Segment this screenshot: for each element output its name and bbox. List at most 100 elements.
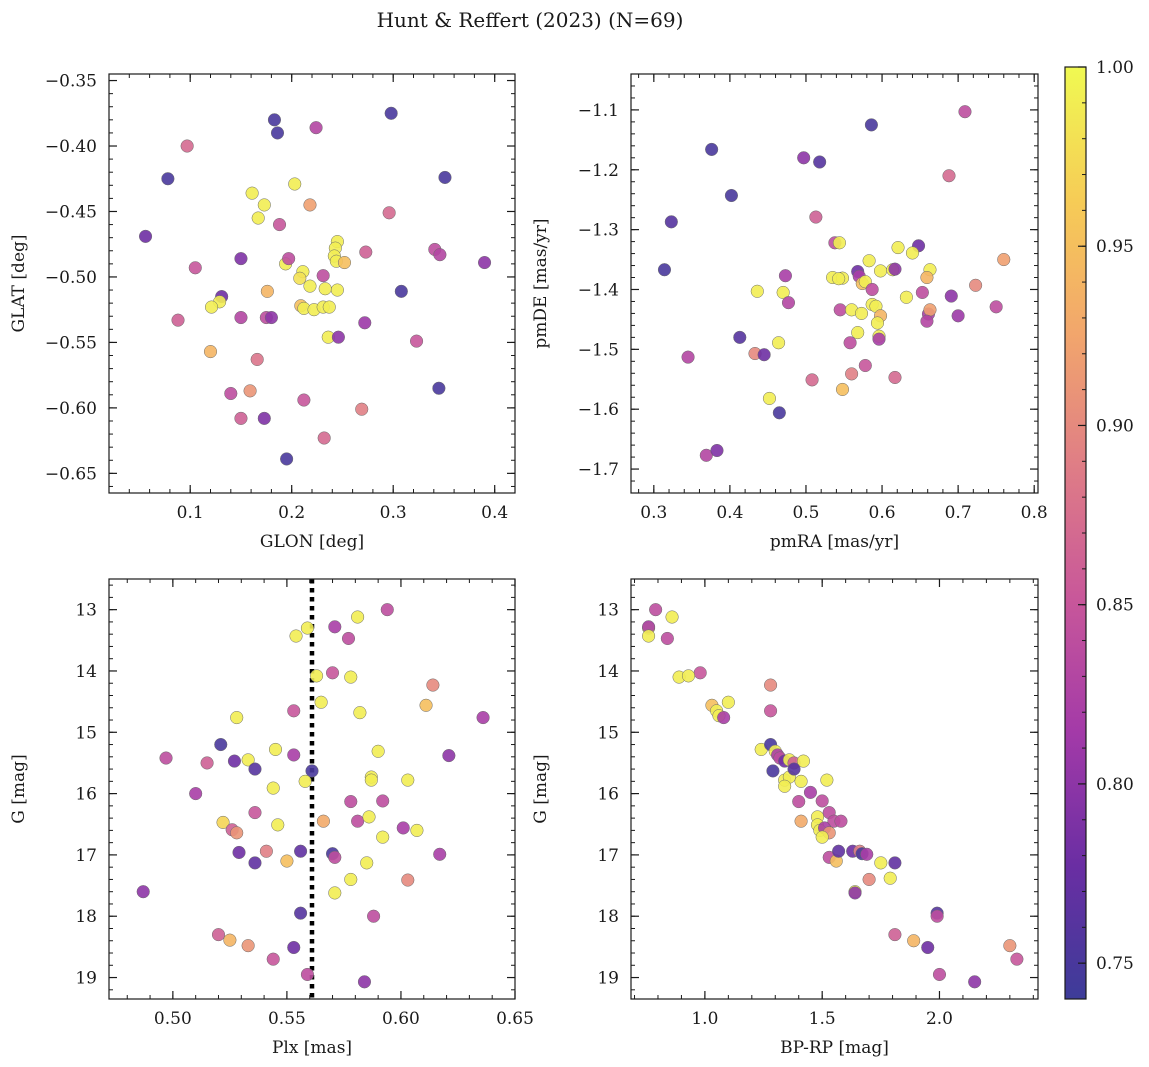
scatter-point	[958, 105, 972, 119]
scatter-point	[862, 254, 876, 268]
colorbar-tick-label: 0.80	[1096, 775, 1134, 795]
scatter-point	[762, 391, 777, 405]
scatter-point	[287, 748, 301, 762]
scatter-point	[794, 774, 808, 788]
scatter-point	[260, 284, 274, 298]
y-tick-label: −1.2	[578, 161, 619, 181]
scatter-point	[214, 737, 228, 752]
y-tick-label: −1.6	[578, 400, 619, 420]
colorbar-tick-label: 0.95	[1096, 237, 1134, 257]
scatter-point	[200, 756, 214, 770]
scatter-point	[251, 211, 265, 225]
scatter-point	[351, 814, 365, 828]
scatter-point	[138, 229, 153, 243]
y-tick-label: 18	[597, 907, 619, 927]
scatter-point	[294, 906, 308, 920]
scatter-point	[873, 264, 888, 278]
scatter-point	[257, 198, 271, 212]
scatter-point	[248, 856, 262, 870]
y-tick-label: 14	[597, 662, 619, 682]
x-tick-label: 2.0	[926, 1009, 953, 1029]
scatter-point	[665, 610, 679, 624]
colorbar-tick-label: 0.75	[1096, 954, 1134, 974]
panel-bottom-left: 0.50 0.55 0.60 0.65 13 14 15 16 17 18 19 Plx [mas] G…	[9, 578, 534, 1058]
scatter-point	[888, 370, 902, 385]
scatter-point	[367, 909, 381, 923]
scatter-point	[353, 706, 367, 720]
scatter-point	[316, 269, 330, 283]
scatter-point	[781, 296, 796, 310]
scatter-point	[309, 121, 323, 135]
scatter-point	[248, 806, 262, 820]
scatter-point	[809, 210, 823, 224]
y-tick-label: −0.35	[45, 72, 97, 92]
scatter-point	[376, 794, 390, 808]
x-tick-label: 0.50	[154, 1009, 192, 1029]
scatter-point	[815, 830, 829, 844]
scatter-point	[227, 754, 241, 768]
scatter-point	[271, 818, 285, 832]
scatter-point	[371, 744, 385, 758]
scatter-point	[216, 815, 230, 829]
scatter-point	[264, 310, 278, 325]
x-tick-label: 0.55	[268, 1009, 306, 1029]
scatter-point	[835, 382, 850, 396]
panel-top-left: 0.1 0.2 0.3 0.4 −0.35 −0.40 −0.45 −0.50 −0.55 −0.…	[9, 72, 516, 552]
y-tick-label: −1.4	[578, 280, 619, 300]
scatter-point	[764, 678, 778, 692]
scatter-point	[270, 126, 285, 140]
x-axis-label: BP-RP [mag]	[780, 1038, 889, 1058]
scatter-point	[300, 967, 314, 982]
scatter-point	[862, 872, 876, 886]
scatter-point	[905, 246, 920, 260]
y-tick-label: 19	[597, 969, 619, 989]
y-tick-label: 14	[75, 662, 97, 682]
scatter-point	[932, 967, 947, 982]
scatter-point	[189, 787, 203, 801]
scatter-point	[942, 169, 956, 183]
scatter-point	[923, 303, 937, 317]
y-tick-label: −0.55	[45, 333, 97, 353]
scatter-point	[232, 845, 246, 860]
scatter-point	[989, 300, 1003, 314]
scatter-point	[293, 271, 307, 285]
scatter-point	[1010, 952, 1024, 966]
scatter-point	[294, 844, 308, 858]
scatter-point	[888, 928, 902, 942]
scatter-point	[234, 252, 248, 266]
y-axis-label: GLAT [deg]	[9, 234, 29, 332]
scatter-point	[920, 270, 934, 285]
scatter-point	[797, 151, 811, 165]
scatter-point	[331, 330, 345, 344]
scatter-point	[241, 753, 255, 767]
panel-top-right: 0.3 0.4 0.5 0.6 0.7 0.8 −1.1 −1.2 −1.3 −1.4 −1.5 −1…	[531, 73, 1048, 552]
scatter-point	[888, 856, 902, 870]
scatter-point	[310, 669, 324, 683]
scatter-point	[1003, 939, 1017, 953]
scatter-point	[772, 406, 786, 420]
scatter-point	[322, 300, 336, 314]
scatter-point	[344, 670, 358, 684]
scatter-point	[288, 177, 302, 191]
y-axis-label: pmDE [mas/yr]	[531, 218, 551, 348]
scatter-point	[997, 253, 1011, 267]
scatter-point	[396, 821, 410, 835]
scatter-point	[705, 142, 719, 156]
scatter-point	[870, 316, 885, 330]
scatter-point	[860, 847, 874, 861]
y-tick-label: −0.45	[45, 202, 97, 222]
scatter-point	[833, 303, 847, 317]
x-tick-label: 0.3	[380, 503, 407, 523]
scatter-point	[664, 215, 678, 229]
scatter-point	[272, 218, 287, 232]
scatter-point	[359, 245, 373, 259]
scatter-point	[832, 236, 846, 250]
scatter-point	[303, 279, 317, 293]
scatter-point	[693, 666, 707, 680]
scatter-point	[438, 170, 452, 184]
scatter-point	[848, 886, 862, 900]
scatter-point	[234, 310, 248, 325]
x-tick-label: 1.0	[691, 1009, 718, 1029]
scatter-point	[248, 762, 262, 776]
scatter-point	[316, 814, 330, 828]
